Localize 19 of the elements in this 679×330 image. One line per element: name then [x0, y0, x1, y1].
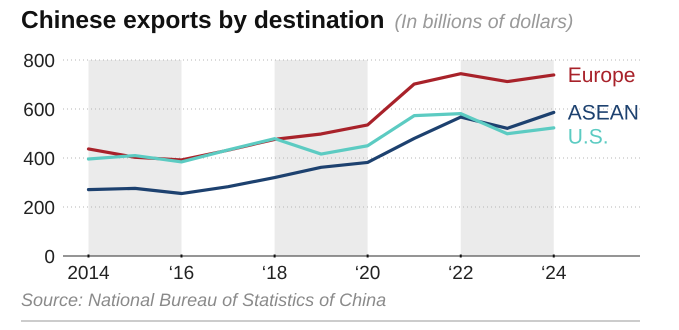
line-series — [86, 110, 556, 196]
x-tick-label: ‘22 — [448, 263, 474, 284]
x-tick-label: ‘16 — [168, 263, 194, 284]
chart-title: Chinese exports by destination — [21, 7, 384, 34]
x-tick-label: 2014 — [67, 263, 110, 284]
x-tick-label: ‘24 — [541, 263, 567, 284]
y-tick-label: 200 — [23, 198, 55, 219]
y-tick-label: 0 — [44, 247, 55, 268]
x-tick-label: ‘18 — [262, 263, 288, 284]
y-tick-label: 800 — [23, 51, 55, 72]
series-label: ASEAN — [568, 101, 639, 124]
source-note: Source: National Bureau of Statistics of China — [21, 290, 386, 310]
line-series — [86, 112, 556, 164]
y-tick-label: 600 — [23, 100, 55, 121]
y-tick-label: 400 — [23, 149, 55, 170]
chart-subtitle: (In billions of dollars) — [394, 11, 574, 33]
series-label: Europe — [568, 64, 636, 87]
x-tick-label: ‘20 — [354, 263, 380, 284]
series-label: U.S. — [568, 125, 609, 148]
